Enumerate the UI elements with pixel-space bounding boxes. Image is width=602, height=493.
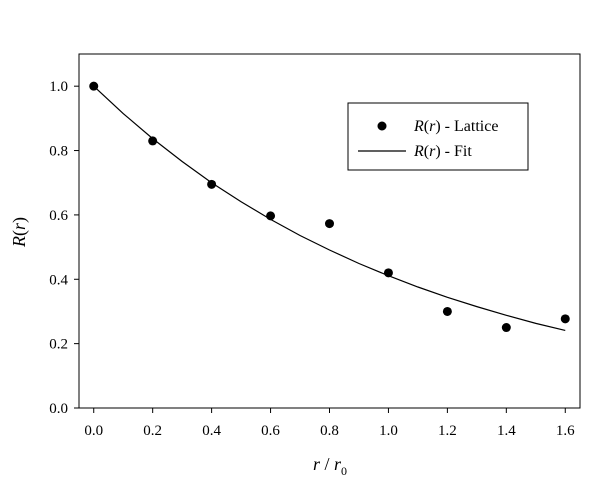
- x-tick-label: 1.4: [497, 423, 516, 439]
- x-axis: 0.0 0.2 0.4 0.6 0.8 1.0 1.2 1.4 1.6: [84, 408, 575, 439]
- y-axis-label: R(r): [9, 217, 30, 248]
- legend-box: [347, 102, 529, 171]
- x-tick-label: 1.2: [438, 423, 457, 439]
- y-tick-label: 0.0: [49, 401, 68, 417]
- data-point: [207, 179, 217, 189]
- y-tick-label: 0.4: [49, 272, 68, 288]
- x-tick-label: 1.6: [556, 423, 575, 439]
- data-point: [560, 314, 570, 324]
- x-tick-label: 0.2: [143, 423, 162, 439]
- data-point: [501, 323, 511, 333]
- x-tick-label: 0.6: [261, 423, 280, 439]
- legend-marker-swatch: [377, 121, 387, 131]
- y-tick-label: 0.8: [49, 144, 68, 160]
- y-axis: 0.0 0.2 0.4 0.6 0.8 1.0: [49, 79, 79, 417]
- y-tick-label: 0.2: [49, 337, 68, 353]
- x-tick-label: 0.4: [202, 423, 221, 439]
- legend-label: R(r) - Fit: [413, 143, 472, 160]
- data-point: [148, 136, 158, 146]
- fit-line: [93, 85, 566, 332]
- data-point: [442, 306, 452, 316]
- x-tick-label: 1.0: [379, 423, 398, 439]
- series-layer: [89, 81, 570, 333]
- data-point: [325, 219, 334, 229]
- legend-label: R(r) - Lattice: [413, 118, 498, 135]
- y-tick-label: 1.0: [49, 79, 68, 95]
- x-tick-label: 0.8: [320, 423, 339, 439]
- x-axis-label: r / r0: [313, 454, 347, 478]
- x-tick-label: 0.0: [84, 423, 103, 439]
- legend: R(r) - Lattice R(r) - Fit: [347, 102, 529, 171]
- y-tick-label: 0.6: [49, 208, 68, 224]
